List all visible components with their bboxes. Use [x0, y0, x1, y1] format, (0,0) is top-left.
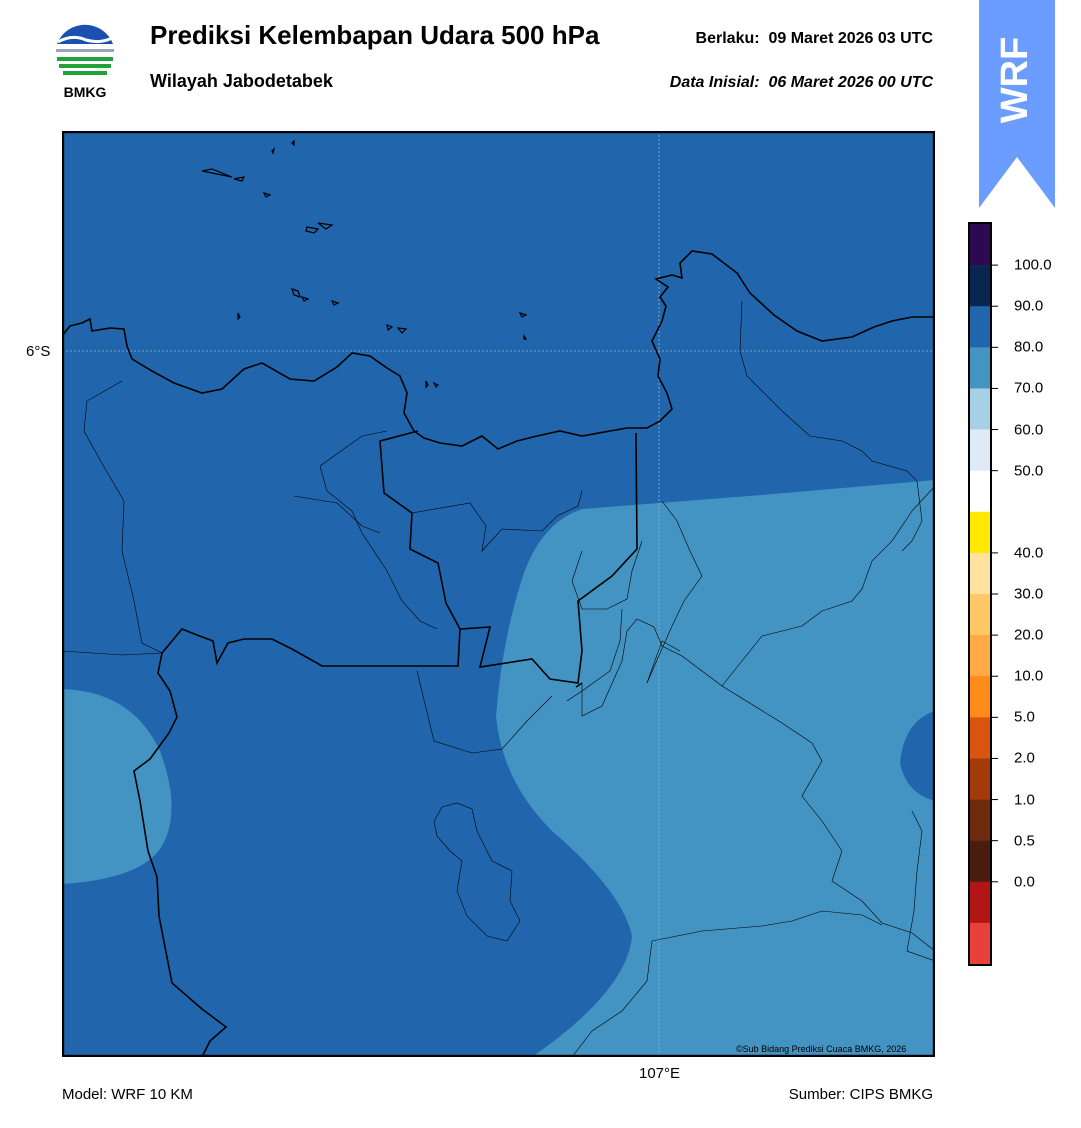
colorbar-tick-label: 30.0 — [1014, 585, 1044, 603]
colorbar-segment — [970, 594, 990, 636]
field-light-west — [62, 689, 172, 884]
colorbar-tick-label: 70.0 — [1014, 379, 1044, 397]
colorbar-tick-label: 5.0 — [1014, 708, 1035, 726]
wrf-badge-text: WRF — [994, 37, 1036, 124]
colorbar-segment — [970, 552, 990, 595]
colorbar-tick-label: 10.0 — [1014, 667, 1044, 685]
colorbar — [968, 222, 998, 966]
colorbar-segment — [970, 470, 990, 513]
colorbar-segment — [970, 429, 990, 471]
field-light-east — [496, 480, 935, 1057]
map-credit: ©Sub Bidang Prediksi Cuaca BMKG, 2026 — [736, 1044, 907, 1054]
colorbar-tick-label: 40.0 — [1014, 544, 1044, 562]
islands — [201, 139, 528, 389]
regency-boundaries — [61, 300, 936, 1058]
colorbar-segment — [970, 306, 990, 348]
page-subtitle: Wilayah Jabodetabek — [150, 71, 333, 91]
colorbar-segment — [970, 799, 990, 841]
colorbar-tick-label: 90.0 — [1014, 297, 1044, 315]
colorbar-segment — [970, 840, 990, 883]
coastline — [61, 250, 935, 450]
colorbar-segment — [970, 758, 990, 800]
colorbar-segment — [970, 922, 990, 965]
wrf-badge: WRF — [979, 0, 1055, 208]
colorbar-tick-label: 100.0 — [1014, 256, 1052, 274]
colorbar-segment — [970, 388, 990, 430]
valid-time-value: 09 Maret 2026 03 UTC — [768, 30, 933, 47]
colorbar-segment — [970, 717, 990, 759]
colorbar-tick-label: 60.0 — [1014, 421, 1044, 439]
colorbar-tick-label: 0.5 — [1014, 832, 1035, 850]
colorbar-segment — [970, 676, 990, 718]
init-label: Data Inisial: — [669, 74, 760, 91]
latitude-label: 6°S — [26, 343, 51, 360]
province-boundary-west — [133, 628, 461, 1058]
colorbar-segment — [970, 224, 990, 266]
colorbar-tick-label: 0.0 — [1014, 873, 1035, 891]
colorbar-tick-label: 2.0 — [1014, 749, 1035, 767]
colorbar-segment — [970, 265, 990, 307]
colorbar-segment — [970, 511, 990, 554]
colorbar-segment — [970, 347, 990, 389]
source-label: Sumber: CIPS BMKG — [788, 1086, 933, 1103]
bmkg-logo-icon — [52, 20, 118, 100]
init-time: Data Inisial: 06 Maret 2026 00 UTC — [670, 74, 933, 92]
longitude-label: 107°E — [639, 1065, 681, 1082]
page-title: Prediksi Kelembapan Udara 500 hPa — [150, 20, 600, 50]
valid-time: Berlaku: 09 Maret 2026 03 UTC — [696, 30, 933, 48]
bmkg-logo-text: BMKG — [63, 84, 107, 100]
model-label: Model: WRF 10 KM — [62, 1086, 193, 1103]
colorbar-segment — [970, 635, 990, 677]
valid-label: Berlaku: — [695, 30, 760, 47]
up-arrow-icon — [979, 0, 1055, 208]
field-dark-pocket — [900, 711, 935, 801]
colorbar-tick-label: 1.0 — [1014, 791, 1035, 809]
colorbar-segment — [970, 881, 990, 924]
colorbar-tick-label: 50.0 — [1014, 462, 1044, 480]
humidity-map[interactable] — [61, 130, 936, 1058]
colorbar-tick-label: 80.0 — [1014, 338, 1044, 356]
province-boundary — [379, 430, 638, 688]
colorbar-tick-label: 20.0 — [1014, 626, 1044, 644]
init-time-value: 06 Maret 2026 00 UTC — [768, 74, 933, 91]
